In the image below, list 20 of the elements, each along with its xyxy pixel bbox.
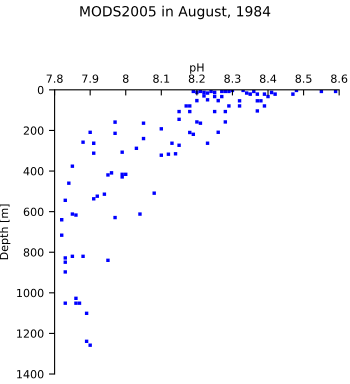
chart-title: MODS2005 in August, 1984 bbox=[80, 6, 270, 20]
x-tick-label: 8.2 bbox=[188, 74, 205, 83]
x-tick-label: 8 bbox=[122, 74, 129, 83]
x-tick-label: 7.9 bbox=[82, 74, 98, 83]
x-axis-title: pH bbox=[190, 63, 204, 74]
y-tick-label: 1200 bbox=[17, 329, 44, 338]
x-tick-label: 8.4 bbox=[260, 74, 276, 83]
x-tick-label: 7.8 bbox=[46, 74, 63, 83]
y-tick-label: 200 bbox=[24, 126, 44, 135]
y-tick-label: 400 bbox=[24, 167, 44, 176]
y-tick-label: 1000 bbox=[17, 288, 44, 298]
y-tick-label: 800 bbox=[24, 248, 44, 257]
x-tick-label: 8.5 bbox=[296, 74, 312, 83]
x-tick-label: 8.6 bbox=[331, 74, 348, 83]
x-tick-label: 8.3 bbox=[224, 74, 240, 83]
y-axis-title: Depth [m] bbox=[0, 204, 10, 260]
y-tick-label: 600 bbox=[24, 208, 44, 216]
y-tick-label: 0 bbox=[38, 86, 44, 94]
x-tick-label: 8.1 bbox=[153, 74, 170, 83]
y-tick-label: 1400 bbox=[17, 370, 44, 378]
